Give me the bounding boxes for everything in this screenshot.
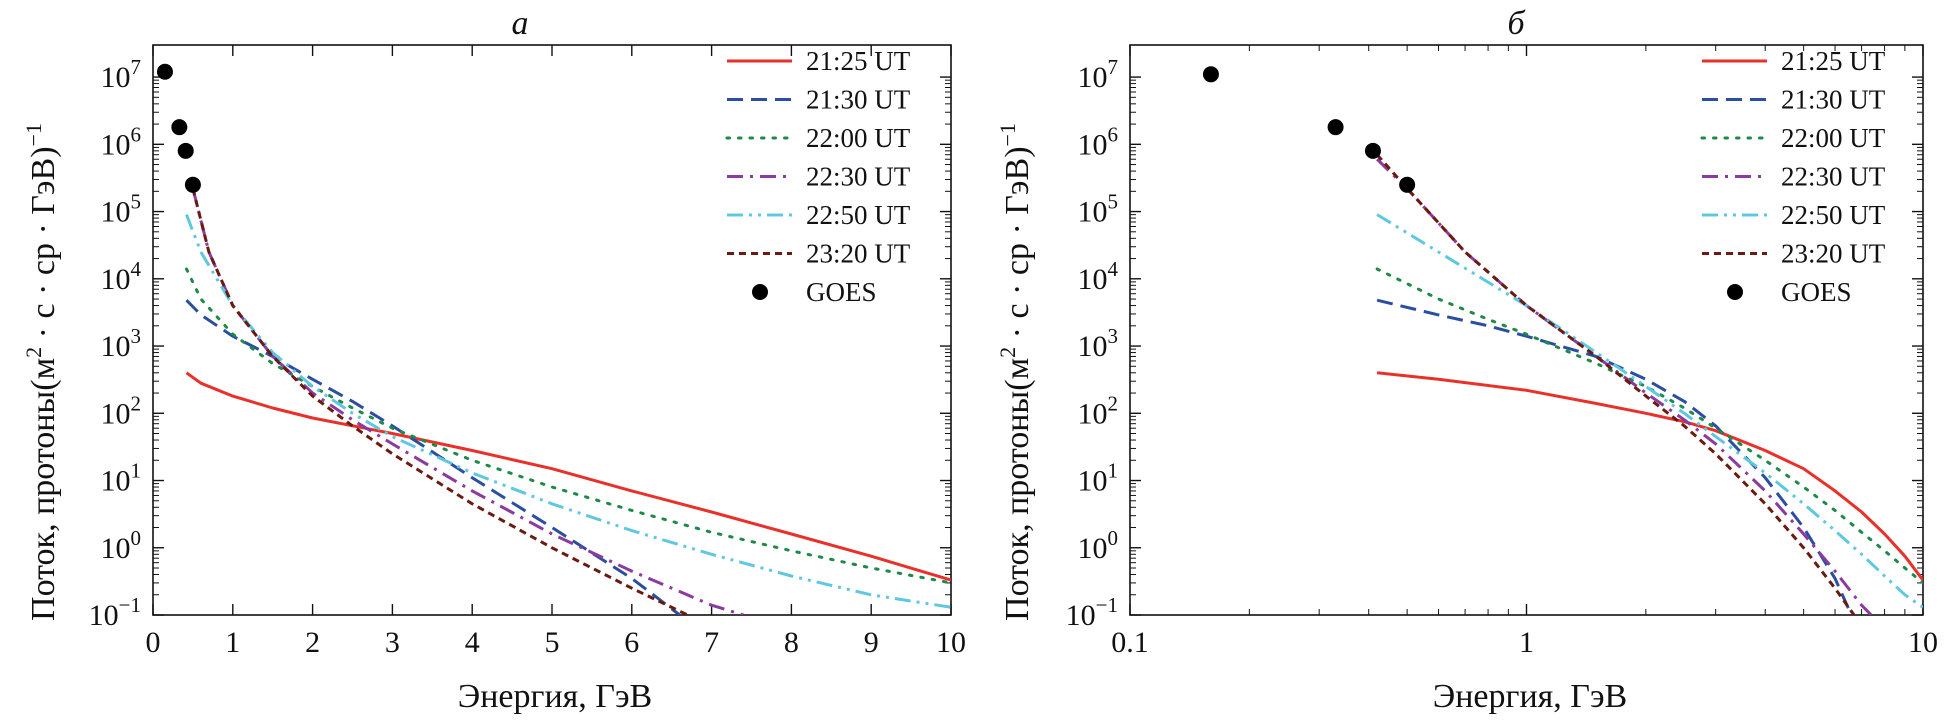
legend-label-goes: GOES <box>806 277 877 307</box>
x-axis-title: Энергия, ГэВ <box>458 678 652 715</box>
y-tick-label: 101 <box>1078 459 1119 498</box>
series-line-1 <box>185 299 681 615</box>
x-axis-title: Энергия, ГэВ <box>1433 678 1627 715</box>
legend-label-5: 23:20 UT <box>1781 239 1886 269</box>
series-lines <box>185 188 951 615</box>
legend-label-3: 22:30 UT <box>1781 162 1886 192</box>
legend-label-4: 22:50 UT <box>1781 200 1886 230</box>
plot-area: 10−1 100 101 102 103 104 105 106 107 0 1 2 3 4 5 6 7 8 9 10… <box>89 44 966 659</box>
y-axis-title-middle: · с · ср · ГэВ) <box>25 146 62 346</box>
y-tick-label: 104 <box>1078 257 1119 296</box>
y-tick-label: 106 <box>1078 122 1119 161</box>
y-tick-label: 100 <box>101 526 142 565</box>
series-line-4 <box>185 214 951 609</box>
panel-label: а <box>512 5 529 42</box>
y-tick-label: 10−1 <box>89 593 141 632</box>
y-tick-label: 103 <box>1078 324 1119 363</box>
x-tick-label: 0 <box>146 626 161 659</box>
y-axis-title-middle: · с · ср · ГэВ) <box>999 146 1036 346</box>
legend-label-4: 22:50 UT <box>806 200 911 230</box>
x-tick-label: 10 <box>936 626 966 659</box>
goes-point <box>1327 119 1344 136</box>
series-line-5 <box>191 188 689 615</box>
series-line-3 <box>1376 158 1873 615</box>
panel-label: б <box>1507 5 1526 42</box>
legend-label-5: 23:20 UT <box>806 239 911 269</box>
y-tick-label: 105 <box>101 190 142 229</box>
legend-swatch-goes <box>752 284 768 300</box>
x-tick-label: 0.1 <box>1111 626 1149 659</box>
series-line-0 <box>1376 371 1923 582</box>
legend: 21:25 UT 21:30 UT 22:00 UT 22:30 UT 22:50 UT… <box>725 46 911 307</box>
y-tick-label: 10−1 <box>1066 593 1118 632</box>
y-axis-title-prefix: Поток, протоны(м <box>25 358 62 621</box>
goes-point <box>1364 142 1381 159</box>
y-axis-title: Поток, протоны(м2 · с · ср · ГэВ)−1 <box>21 123 62 621</box>
x-tick-label: 8 <box>784 626 799 659</box>
chart-panel-b: б 10−1 100 101 102 103 104 105 106 107 0.1 1 10 21:2… <box>995 5 1938 715</box>
legend-swatch-goes <box>1727 284 1743 300</box>
y-tick-label: 106 <box>101 122 142 161</box>
series-lines <box>1375 153 1923 615</box>
legend-label-1: 21:30 UT <box>806 85 911 115</box>
x-tick-label: 2 <box>305 626 320 659</box>
x-tick-label: 5 <box>545 626 560 659</box>
series-line-2 <box>185 267 951 585</box>
x-tick-label: 9 <box>864 626 879 659</box>
y-tick-label: 105 <box>1078 190 1119 229</box>
y-tick-label: 103 <box>101 324 142 363</box>
y-axis-title-sup1: 2 <box>995 347 1020 358</box>
legend-label-2: 22:00 UT <box>806 123 911 153</box>
goes-point <box>184 176 201 193</box>
x-tick-label: 10 <box>1908 626 1938 659</box>
goes-point <box>1202 66 1219 83</box>
y-tick-label: 101 <box>101 459 142 498</box>
legend-label-0: 21:25 UT <box>806 46 911 76</box>
legend-label-2: 22:00 UT <box>1781 123 1886 153</box>
y-axis-title: Поток, протоны(м2 · с · ср · ГэВ)−1 <box>995 123 1036 621</box>
series-line-3 <box>191 188 744 615</box>
legend-label-1: 21:30 UT <box>1781 85 1886 115</box>
legend-label-3: 22:30 UT <box>806 162 911 192</box>
y-tick-label: 100 <box>1078 526 1119 565</box>
legend-label-0: 21:25 UT <box>1781 46 1886 76</box>
y-axis-title-sup1: 2 <box>21 347 46 358</box>
goes-point <box>171 119 188 136</box>
plot-area: 10−1 100 101 102 103 104 105 106 107 0.1 1 10 21:25 … <box>1066 44 1938 659</box>
series-line-2 <box>1375 267 1923 585</box>
series-line-5 <box>1375 153 1856 615</box>
y-axis-title-prefix: Поток, протоны(м <box>999 358 1036 621</box>
series-line-1 <box>1376 298 1853 615</box>
goes-point <box>156 63 173 80</box>
x-tick-label: 1 <box>225 626 240 659</box>
x-tick-label: 4 <box>465 626 480 659</box>
y-tick-label: 107 <box>101 55 142 94</box>
x-tick-label: 6 <box>624 626 639 659</box>
goes-point <box>177 142 194 159</box>
x-tick-label: 1 <box>1519 626 1534 659</box>
legend-label-goes: GOES <box>1781 277 1852 307</box>
legend: 21:25 UT 21:30 UT 22:00 UT 22:30 UT 22:50 UT… <box>1700 46 1886 307</box>
y-tick-label: 104 <box>101 257 142 296</box>
y-tick-label: 107 <box>1078 55 1119 94</box>
goes-point <box>1399 176 1416 193</box>
x-tick-label: 3 <box>385 626 400 659</box>
series-line-0 <box>185 371 951 582</box>
y-axis-title-sup2: −1 <box>21 123 46 146</box>
y-tick-label: 102 <box>1078 391 1119 430</box>
series-line-4 <box>1376 213 1923 609</box>
x-tick-label: 7 <box>704 626 719 659</box>
y-axis-title-sup2: −1 <box>995 123 1020 146</box>
y-tick-label: 102 <box>101 391 142 430</box>
